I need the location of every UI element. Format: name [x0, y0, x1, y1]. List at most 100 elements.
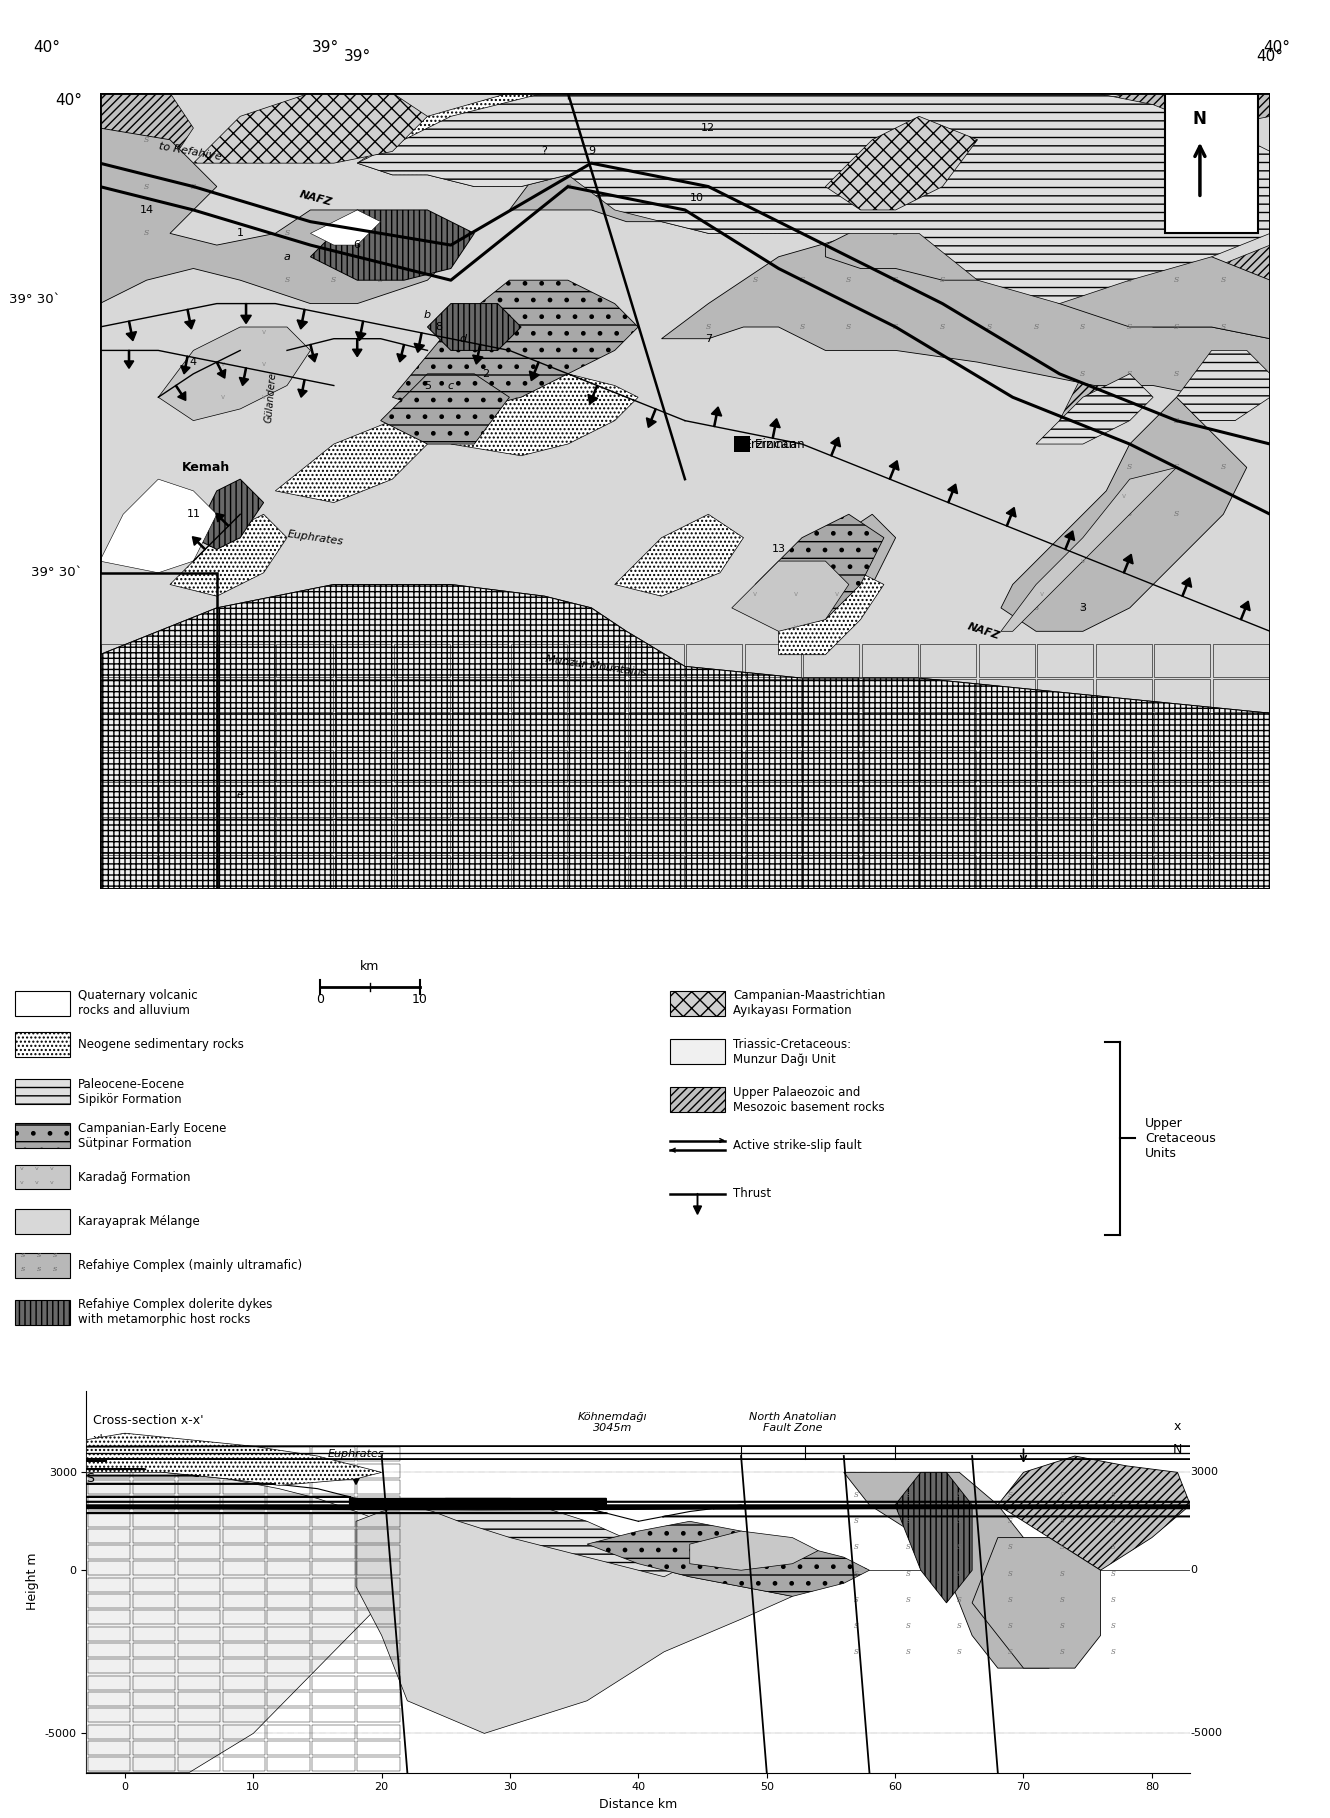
Polygon shape: [661, 233, 1270, 396]
Text: S: S: [331, 276, 336, 284]
Text: to Refahiye: to Refahiye: [158, 142, 222, 162]
Bar: [178, 1676, 219, 1689]
Polygon shape: [778, 573, 884, 654]
Bar: [15, 1124, 70, 1149]
Text: Triassic-Cretaceous:
Munzur Dağı Unit: Triassic-Cretaceous: Munzur Dağı Unit: [733, 1038, 851, 1065]
Bar: [101, 749, 157, 782]
Polygon shape: [358, 93, 743, 187]
Polygon shape: [100, 585, 1270, 889]
Bar: [358, 1676, 399, 1689]
Bar: [1037, 680, 1093, 713]
Text: S: S: [378, 229, 383, 238]
Bar: [160, 854, 215, 887]
Polygon shape: [943, 93, 1270, 245]
Bar: [358, 1594, 399, 1609]
Bar: [267, 1463, 310, 1478]
Bar: [335, 820, 391, 853]
Bar: [979, 785, 1035, 818]
Text: S: S: [1033, 229, 1039, 238]
Bar: [452, 749, 508, 782]
Text: S: S: [1127, 324, 1132, 331]
Text: Munzur
Mountains: Munzur Mountains: [100, 1453, 153, 1474]
Bar: [160, 680, 215, 713]
Text: 13: 13: [771, 544, 786, 554]
Text: 39° 30`: 39° 30`: [31, 565, 82, 580]
FancyArrow shape: [713, 1505, 1330, 1511]
Bar: [101, 854, 157, 887]
Text: S: S: [1060, 1622, 1064, 1629]
Text: 40°: 40°: [1257, 49, 1283, 64]
Text: S: S: [1221, 276, 1226, 284]
Bar: [178, 1660, 219, 1673]
Bar: [133, 1594, 176, 1609]
Text: S: S: [940, 276, 946, 284]
Bar: [1096, 785, 1152, 818]
Text: S: S: [846, 276, 851, 284]
Text: S: S: [892, 229, 898, 238]
Bar: [686, 680, 742, 713]
Bar: [862, 785, 918, 818]
Bar: [313, 1562, 355, 1576]
Bar: [628, 749, 684, 782]
Bar: [267, 1693, 310, 1705]
Bar: [133, 1611, 176, 1625]
Bar: [178, 1693, 219, 1705]
Text: v: v: [180, 395, 184, 400]
Bar: [862, 680, 918, 713]
Bar: [277, 749, 332, 782]
Bar: [979, 749, 1035, 782]
Text: b: b: [424, 311, 431, 320]
Text: S: S: [1008, 1518, 1013, 1525]
Text: v: v: [835, 591, 839, 596]
Polygon shape: [1177, 351, 1270, 420]
Bar: [803, 714, 859, 747]
Bar: [222, 1709, 265, 1722]
Text: S: S: [1174, 324, 1180, 331]
Text: S: S: [906, 1569, 910, 1578]
Polygon shape: [451, 375, 638, 456]
Text: S: S: [21, 1253, 25, 1258]
Bar: [710, 1053, 720, 1064]
Bar: [101, 680, 157, 713]
Bar: [267, 1529, 310, 1543]
Text: 40°: 40°: [33, 40, 60, 55]
Bar: [335, 644, 391, 676]
Text: 1: 1: [237, 229, 243, 238]
Text: -5000: -5000: [1190, 1729, 1222, 1738]
Polygon shape: [998, 1456, 1190, 1571]
Bar: [178, 1447, 219, 1462]
Bar: [335, 680, 391, 713]
Bar: [160, 785, 215, 818]
Bar: [710, 1040, 720, 1051]
Bar: [862, 820, 918, 853]
Bar: [101, 714, 157, 747]
Bar: [358, 1447, 399, 1462]
Bar: [701, 1040, 709, 1051]
Bar: [178, 1463, 219, 1478]
Bar: [313, 1693, 355, 1705]
Bar: [133, 1758, 176, 1771]
Bar: [979, 644, 1035, 676]
Bar: [133, 1562, 176, 1576]
Bar: [101, 644, 157, 676]
Text: S: S: [956, 1543, 962, 1551]
Bar: [686, 644, 742, 676]
Bar: [1037, 714, 1093, 747]
Text: 8: 8: [436, 322, 443, 333]
Bar: [628, 644, 684, 676]
Bar: [133, 1643, 176, 1656]
FancyArrow shape: [239, 367, 249, 385]
Text: S: S: [854, 1543, 859, 1551]
Bar: [862, 714, 918, 747]
FancyArrow shape: [298, 380, 307, 396]
Bar: [920, 749, 976, 782]
Bar: [160, 714, 215, 747]
Bar: [745, 749, 801, 782]
Bar: [1213, 644, 1269, 676]
Text: S: S: [854, 1647, 859, 1656]
Bar: [133, 1545, 176, 1560]
Bar: [267, 1578, 310, 1593]
Text: S: S: [1111, 1543, 1116, 1551]
FancyArrow shape: [472, 344, 483, 364]
Bar: [88, 1480, 130, 1494]
